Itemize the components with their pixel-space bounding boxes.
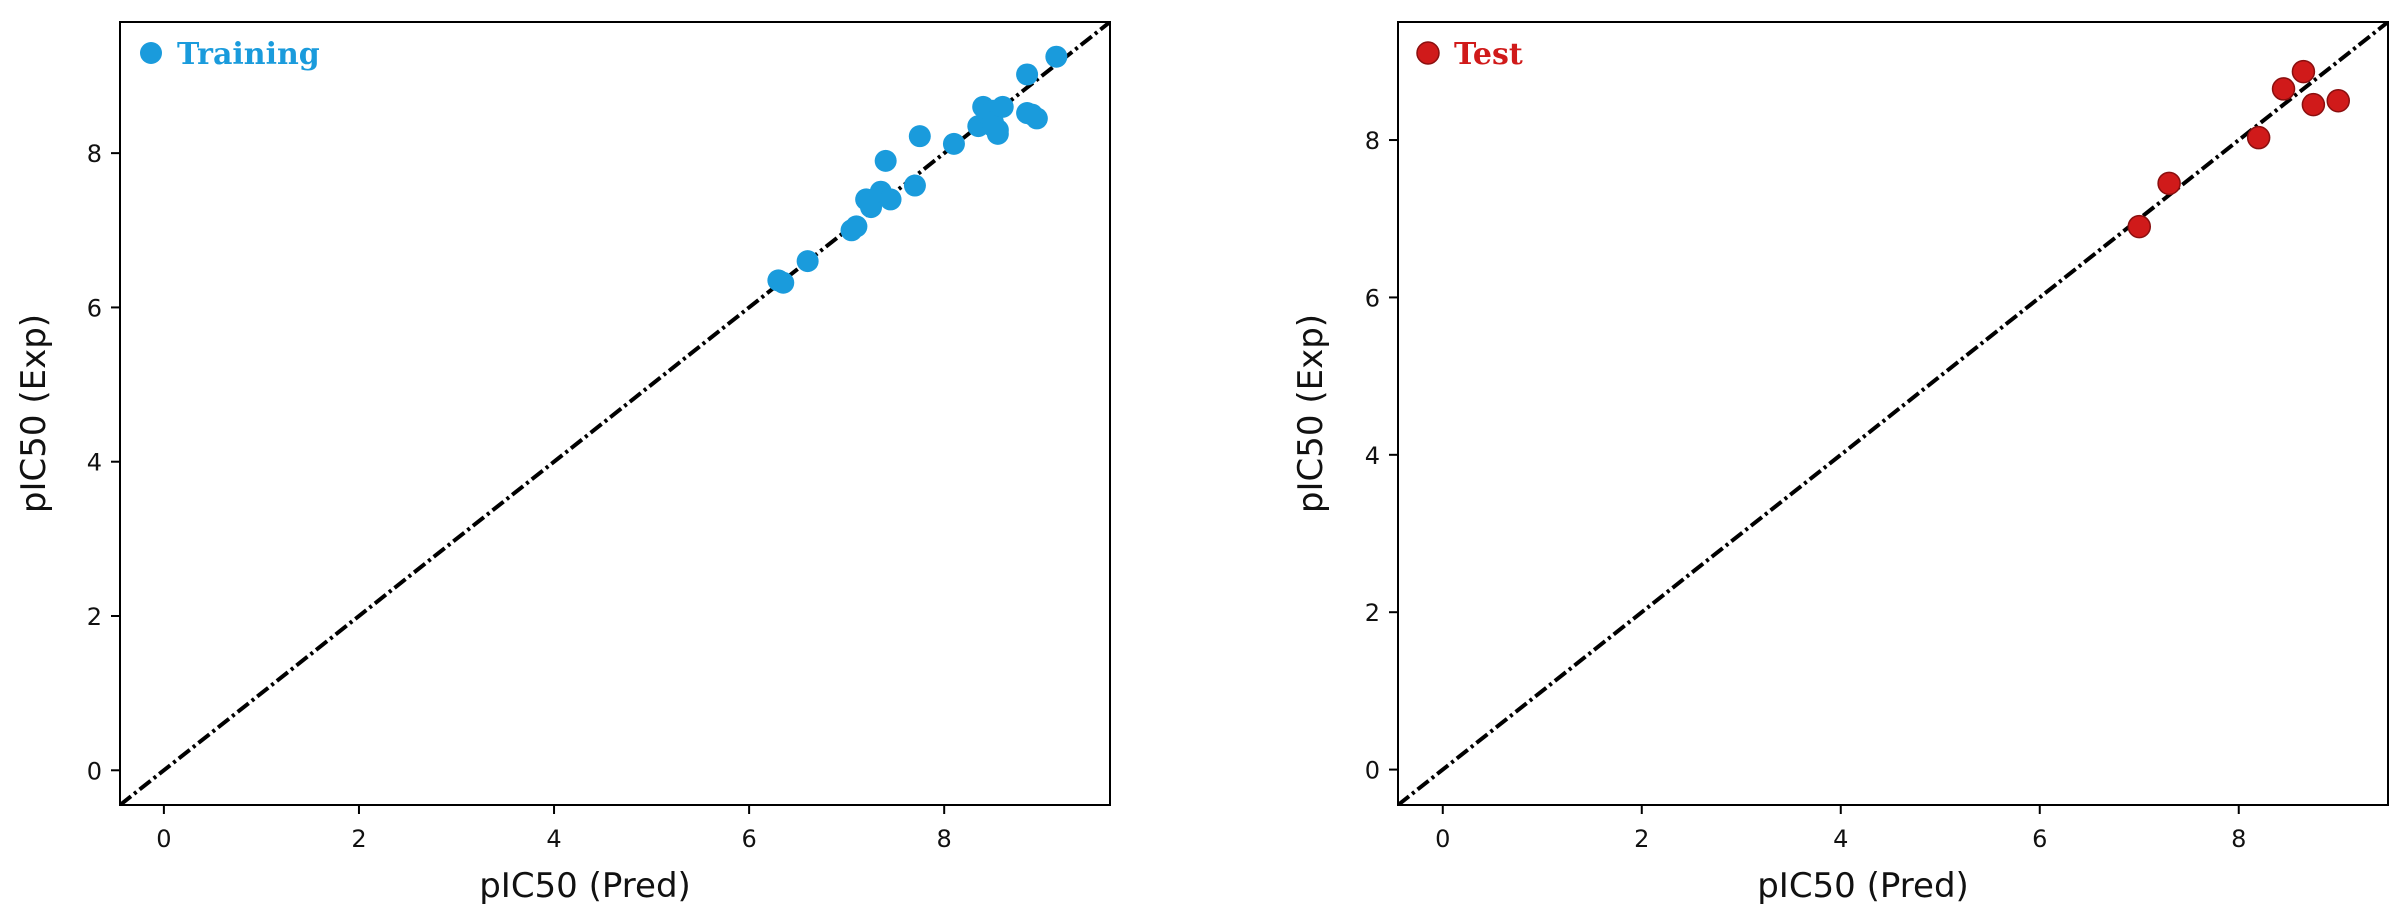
- x-tick-label: 0: [1435, 825, 1450, 853]
- legend-marker: [1416, 41, 1440, 65]
- y-tick-label: 8: [1365, 127, 1380, 155]
- x-tick-label: 6: [741, 825, 756, 853]
- training-panel: 0 2 4 6 8 0 2 4 6 8 pIC50 (Pred) pIC50 (Exp) Trainin…: [14, 21, 1111, 906]
- x-axis-title: pIC50 (Pred): [1757, 866, 1969, 906]
- training-data-point: [981, 115, 1004, 138]
- x-tick-label: 8: [937, 825, 952, 853]
- y-tick-label: 8: [87, 140, 102, 168]
- training-data-point: [1025, 107, 1048, 130]
- x-tick-label: 8: [2231, 825, 2246, 853]
- training-data-point: [1045, 45, 1068, 68]
- y-tick-label: 4: [1365, 442, 1380, 470]
- training-data-point: [874, 149, 897, 172]
- test-data-point: [2301, 92, 2326, 117]
- y-tick-label: 0: [87, 757, 102, 785]
- y-axis-title: pIC50 (Exp): [14, 314, 54, 513]
- x-tick-label: 4: [546, 825, 561, 853]
- training-data-point: [796, 250, 819, 273]
- y-tick-label: 0: [1365, 757, 1380, 785]
- x-tick-label: 4: [1833, 825, 1848, 853]
- legend-label: Test: [1454, 37, 1523, 72]
- identity-line: [1398, 22, 2388, 805]
- training-data-point: [879, 188, 902, 211]
- y-tick-label: 2: [1365, 599, 1380, 627]
- identity-line: [120, 22, 1110, 805]
- legend-marker: [140, 42, 162, 64]
- plot-frame: [1397, 21, 2389, 806]
- legend-label: Training: [177, 37, 320, 72]
- y-tick-label: 4: [87, 449, 102, 477]
- test-data-point: [2291, 59, 2316, 84]
- x-axis-title: pIC50 (Pred): [479, 866, 691, 906]
- test-data-point: [2127, 214, 2152, 239]
- y-tick-label: 2: [87, 603, 102, 631]
- x-tick-label: 0: [156, 825, 171, 853]
- test-data-point: [2271, 77, 2296, 101]
- training-data-point: [942, 132, 965, 155]
- test-data-point: [2326, 88, 2351, 113]
- training-data-point: [772, 271, 795, 294]
- y-axis-title: pIC50 (Exp): [1291, 314, 1331, 513]
- test-data-point: [2157, 171, 2181, 196]
- y-tick-label: 6: [87, 294, 102, 322]
- x-tick-label: 6: [2032, 825, 2047, 853]
- training-data-point: [845, 215, 868, 238]
- test-panel: 0 2 4 6 8 0 2 4 6 8 pIC50 (Pred) pIC50 (Exp) Test: [1291, 21, 2389, 906]
- plot-frame: [119, 21, 1111, 806]
- training-data-point: [908, 125, 931, 148]
- x-tick-label: 2: [351, 825, 366, 853]
- training-data-point: [903, 174, 926, 197]
- test-data-point: [2246, 125, 2271, 150]
- y-tick-label: 6: [1365, 284, 1380, 312]
- training-data-point: [1016, 63, 1039, 86]
- x-tick-label: 2: [1634, 825, 1649, 853]
- training-data-point: [991, 95, 1014, 118]
